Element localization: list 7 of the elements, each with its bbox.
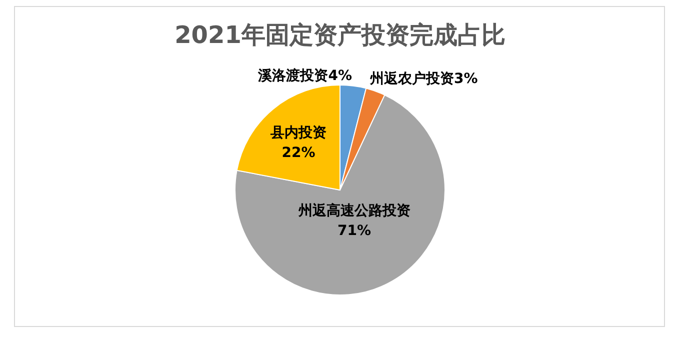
slice-label: 县内投资 [270,124,327,141]
data-label: 71% [338,223,372,240]
slice-label: 州返农户投资3% [369,70,478,87]
chart-title: 2021年固定资产投资完成占比 [174,21,506,49]
slice-label: 州返高速公路投资 [297,202,410,220]
data-label: 22% [282,144,316,161]
slice-label: 溪洛渡投资4% [257,67,352,84]
